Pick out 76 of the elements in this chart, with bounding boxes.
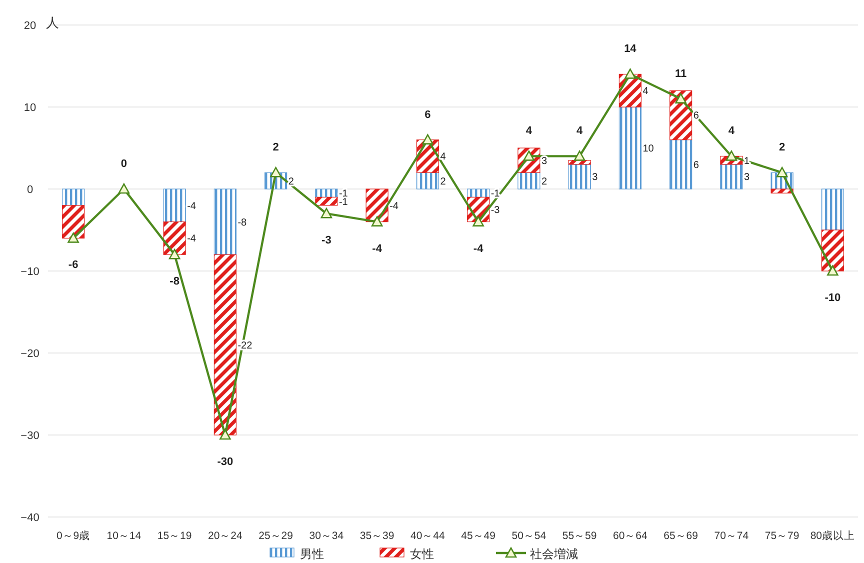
data-label: 6 [424, 108, 431, 121]
point [168, 248, 180, 260]
point [472, 216, 484, 226]
bar [467, 188, 490, 198]
bar [62, 188, 85, 206]
point [675, 93, 686, 104]
y-tick-label: 20 [24, 20, 36, 32]
bar [163, 222, 186, 255]
data-label: 0 [120, 158, 127, 170]
x-tick-label: 75～79 [764, 530, 800, 542]
x-tick-label: 70～74 [714, 530, 749, 542]
point [270, 166, 282, 178]
x-tick-label: 15～19 [157, 530, 192, 542]
data-label: -4 [372, 242, 383, 255]
bar [163, 188, 186, 222]
point [776, 166, 788, 178]
y-tick-label: −30 [20, 430, 40, 442]
bar [214, 254, 236, 436]
point [220, 429, 231, 440]
x-tick-label: 35～39 [360, 530, 394, 542]
point [422, 134, 434, 144]
point [118, 183, 130, 194]
x-tick-label: 80歳以上 [810, 529, 856, 542]
x-tick-label: 30～34 [309, 530, 344, 542]
x-tick-label: 60～64 [613, 530, 648, 542]
x-tick-label: 25～29 [258, 530, 294, 542]
data-label: -4 [473, 242, 484, 255]
y-tick-label: 0 [26, 184, 34, 196]
bar [670, 90, 692, 140]
bar [821, 188, 844, 230]
y-tick-label: −10 [20, 266, 40, 278]
data-label: 14 [624, 43, 638, 56]
x-tick-label: 10～14 [106, 530, 142, 542]
point [320, 208, 332, 218]
x-tick-label: 20～24 [208, 530, 243, 542]
bar [315, 196, 338, 206]
data-label: -6 [68, 259, 78, 272]
data-label: 4 [526, 125, 533, 138]
y-tick-label: 10 [24, 102, 36, 114]
bar [416, 172, 439, 190]
bar [62, 205, 85, 238]
x-tick-label: 45～49 [461, 530, 496, 542]
legend-label: 女性 [410, 547, 434, 561]
data-label: 2 [779, 142, 786, 154]
data-label: -10 [824, 292, 841, 304]
bar [214, 188, 236, 255]
x-tick-label: 40～44 [410, 530, 446, 542]
data-label: -30 [217, 456, 234, 468]
legend-label: 男性 [300, 547, 324, 561]
y-tick-label: −20 [20, 348, 40, 360]
x-tick-label: 65～69 [664, 530, 698, 542]
legend-label: 社会増減 [530, 547, 578, 561]
data-label: 4 [576, 125, 584, 138]
point [726, 150, 738, 161]
point [827, 265, 838, 276]
point [574, 150, 586, 161]
data-label: -3 [322, 234, 332, 247]
data-label: 11 [674, 68, 687, 80]
bar [821, 230, 844, 272]
y-axis-title: 人 [46, 15, 59, 30]
data-label: -8 [170, 276, 180, 288]
bar [618, 106, 642, 190]
bar [670, 140, 692, 190]
point [371, 216, 383, 226]
bar [315, 188, 338, 198]
point [624, 68, 636, 79]
y-tick-label: −40 [20, 512, 40, 524]
bar [568, 164, 591, 190]
point [68, 232, 79, 243]
bar [518, 172, 540, 190]
data-label: 2 [272, 142, 279, 154]
x-tick-label: 55～59 [562, 530, 597, 542]
x-tick-label: 50～54 [512, 530, 546, 542]
data-label: 4 [728, 125, 736, 138]
x-tick-label: 0～9歳 [56, 529, 90, 542]
bar [720, 164, 743, 190]
